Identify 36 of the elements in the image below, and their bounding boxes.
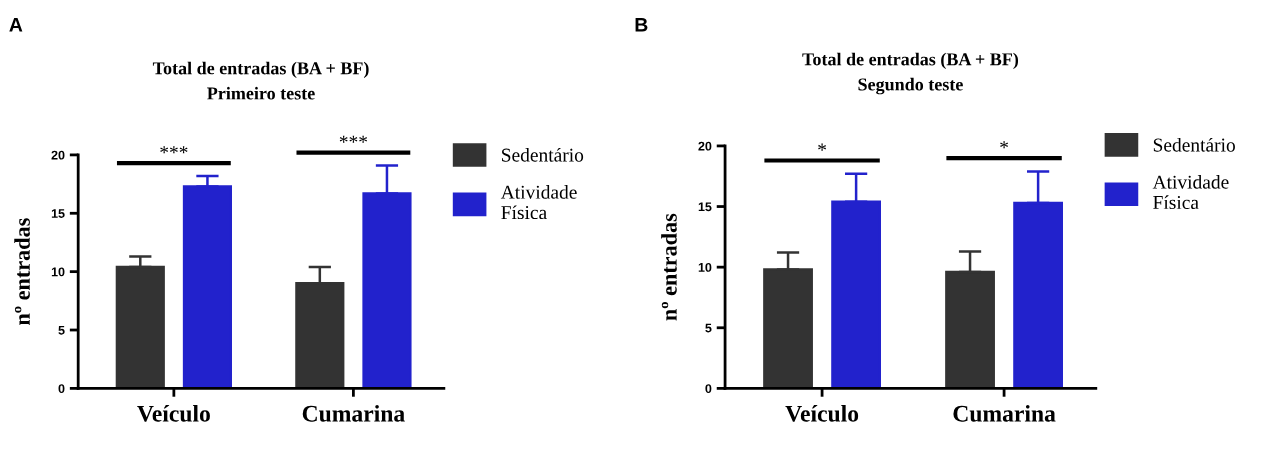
legend-label: Sedentário	[1153, 137, 1235, 152]
y-tick-label: 10	[698, 262, 712, 272]
y-tick-label: 5	[58, 325, 65, 335]
y-tick-label: 0	[705, 384, 712, 394]
bar	[945, 270, 995, 389]
y-tick-label: 20	[698, 141, 712, 151]
y-axis-title: nº entradas	[661, 213, 677, 321]
text: ***	[160, 146, 188, 154]
x-tick-label: Veículo	[785, 405, 859, 422]
text: A	[9, 18, 23, 32]
bar	[831, 200, 882, 389]
bar	[362, 192, 412, 389]
bar	[115, 265, 165, 389]
text: ***	[339, 135, 368, 143]
y-tick-label: 15	[51, 209, 65, 218]
chart-title: Total de entradas (BA + BF) Primeiro teste	[152, 61, 369, 100]
bar	[763, 268, 813, 389]
x-tick-label: Cumarina	[302, 405, 405, 422]
x-tick-label: Veículo	[137, 405, 210, 422]
x-tick-label: Cumarina	[953, 405, 1056, 422]
y-tick-label: 0	[58, 384, 65, 394]
annotation: *	[818, 143, 827, 151]
bar	[1013, 201, 1064, 389]
y-tick-label: 5	[705, 323, 712, 333]
y-axis-title: nº entradas	[14, 218, 30, 326]
legend-label: Sedentário	[502, 147, 584, 162]
chart-title: Total de entradas (BA + BF) Segundo teste	[802, 52, 1019, 95]
legend-label: Atividade Física	[1152, 175, 1229, 210]
y-tick-label: 10	[51, 267, 65, 277]
text: B	[635, 18, 648, 32]
annotation: *	[1000, 141, 1009, 149]
bar	[295, 282, 345, 389]
bar	[182, 185, 233, 389]
y-tick-label: 20	[51, 150, 65, 160]
legend-label: Atividade Física	[500, 185, 577, 220]
y-tick-label: 15	[698, 202, 712, 212]
